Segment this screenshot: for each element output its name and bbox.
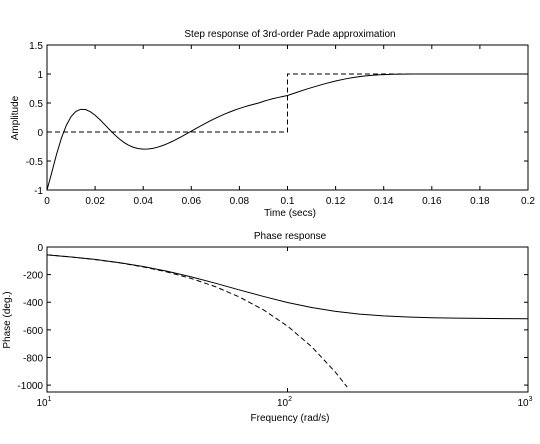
phase-x-tick-label: 103 — [517, 396, 532, 409]
phase-series-dashed-line — [47, 254, 348, 388]
step-x-tick-label: 0.08 — [230, 196, 250, 207]
step-y-tick-label: 1.5 — [29, 41, 43, 52]
step-x-tick-label: 0.02 — [85, 196, 105, 207]
phase-x-axis-label: Frequency (rad/s) — [251, 413, 330, 424]
step-x-tick-label: 0 — [44, 196, 50, 207]
step-x-tick-label: 0.06 — [182, 196, 202, 207]
phase-y-tick-label: -600 — [23, 326, 43, 337]
phase-y-axis-label: Phase (deg.) — [2, 291, 13, 348]
step-x-tick-label: 0.14 — [374, 196, 394, 207]
step-chart-title: Step response of 3rd-order Pade approxim… — [184, 29, 395, 40]
step-x-tick-label: 0.16 — [422, 196, 442, 207]
phase-x-tick-label: 102 — [277, 396, 292, 409]
phase-y-tick-label: -1000 — [17, 381, 43, 392]
phase-chart-title: Phase response — [254, 231, 327, 242]
step-y-axis-label: Amplitude — [10, 95, 21, 140]
step-y-tick-label: -1 — [34, 186, 43, 197]
phase-series-lines — [47, 254, 528, 388]
phase-y-tick-label: 0 — [37, 243, 43, 254]
step-x-tick-label: 0.1 — [281, 196, 295, 207]
step-axis-ticks: 0 0.02 0.04 0.06 0.08 0.1 0.12 0.14 0.16 0.18 0.2 -… — [26, 41, 536, 207]
step-plot-area — [46, 44, 529, 191]
step-x-tick-label: 0.18 — [470, 196, 490, 207]
step-y-tick-label: 1 — [37, 70, 43, 81]
phase-y-tick-label: -200 — [23, 271, 43, 282]
step-y-tick-label: 0 — [37, 128, 43, 139]
step-x-tick-label: 0.04 — [133, 196, 153, 207]
step-x-tick-label: 0.12 — [326, 196, 346, 207]
step-response-chart: Step response of 3rd-order Pade approxim… — [10, 29, 535, 219]
step-series-dashed-line — [47, 73, 528, 133]
phase-y-tick-label: -400 — [23, 298, 43, 309]
phase-response-chart: Phase response Frequency (rad/s) Phase (… — [2, 231, 533, 424]
step-x-axis-label: Time (secs) — [264, 208, 316, 219]
step-series-lines — [47, 73, 528, 190]
step-x-tick-label: 0.2 — [521, 196, 535, 207]
phase-plot-area — [46, 246, 529, 393]
step-y-tick-label: 0.5 — [29, 99, 43, 110]
step-y-tick-label: -0.5 — [26, 157, 44, 168]
phase-y-tick-label: -800 — [23, 353, 43, 364]
phase-x-tick-label: 101 — [36, 396, 51, 409]
